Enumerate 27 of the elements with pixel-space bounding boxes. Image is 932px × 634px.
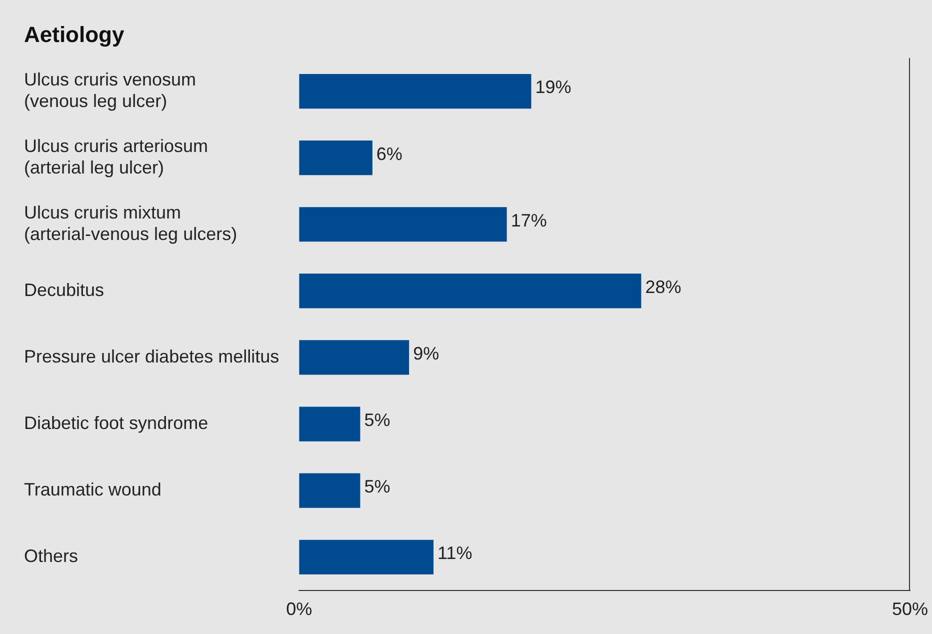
bar bbox=[299, 207, 507, 242]
bar bbox=[299, 406, 360, 442]
data-label: 11% bbox=[438, 543, 472, 564]
data-label: 9% bbox=[413, 343, 440, 364]
data-label: 5% bbox=[364, 476, 390, 497]
data-label: 5% bbox=[364, 410, 390, 430]
bar bbox=[299, 540, 434, 574]
text: Aetiology bbox=[24, 22, 124, 48]
data-label: 6% bbox=[376, 144, 402, 164]
bar bbox=[299, 74, 532, 109]
y-tick-label: Diabetic foot syndrome bbox=[24, 412, 208, 433]
bar bbox=[299, 140, 372, 176]
y-tick-label: Decubitus bbox=[24, 280, 104, 300]
data-label: 28% bbox=[645, 276, 682, 297]
y-tick-label: Ulcus cruris mixtum (arterial-venous leg ulcers) bbox=[24, 202, 238, 244]
y-tick-label: Ulcus cruris venosum (venous leg ulcer) bbox=[24, 69, 196, 112]
y-tick-label: Pressure ulcer diabetes mellitus bbox=[24, 346, 280, 366]
y-tick-label: Ulcus cruris arteriosum (arterial leg ulcer) bbox=[24, 136, 208, 178]
y-tick-label: Others bbox=[24, 546, 78, 566]
x-tick-label: 0% bbox=[286, 599, 312, 620]
bar bbox=[299, 274, 642, 308]
bar bbox=[299, 340, 410, 375]
y-tick-label: Traumatic wound bbox=[24, 480, 162, 500]
x-tick-label: 50% bbox=[892, 599, 928, 620]
bar bbox=[299, 473, 360, 508]
data-label: 19% bbox=[535, 77, 572, 98]
data-label: 17% bbox=[510, 210, 547, 230]
